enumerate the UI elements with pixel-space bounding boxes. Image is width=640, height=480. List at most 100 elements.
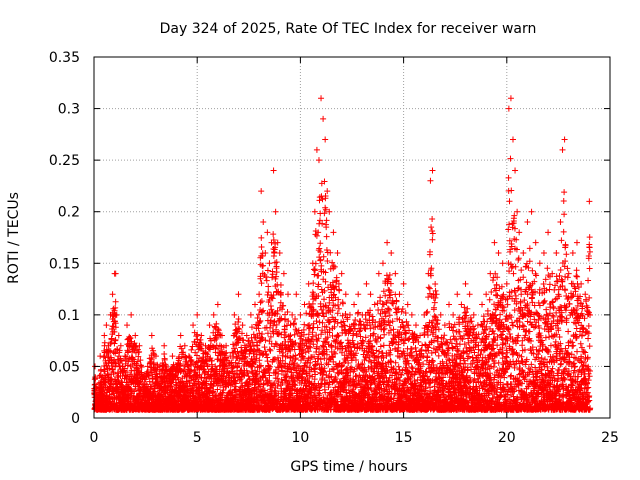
data-point (124, 369, 131, 376)
data-point (316, 245, 323, 252)
data-point (321, 210, 328, 217)
data-point (137, 357, 144, 364)
data-point (335, 305, 342, 312)
data-point (143, 381, 150, 388)
data-point (257, 299, 264, 306)
data-point (286, 333, 293, 340)
data-point (116, 347, 123, 354)
data-point (111, 357, 118, 364)
data-point (323, 233, 330, 240)
data-point (274, 375, 281, 382)
data-point (114, 356, 121, 363)
data-point (321, 296, 328, 303)
chart-title: Day 324 of 2025, Rate Of TEC Index for r… (160, 21, 537, 37)
data-point (113, 401, 120, 408)
data-point (310, 320, 317, 327)
data-point (380, 342, 387, 349)
data-point (333, 274, 340, 281)
data-point (318, 286, 325, 293)
data-point (262, 337, 269, 344)
data-point (263, 277, 270, 284)
data-point (314, 338, 321, 345)
data-point (390, 326, 397, 333)
data-point (277, 281, 284, 288)
data-point (292, 316, 299, 323)
data-point (149, 369, 156, 376)
data-point (111, 328, 118, 335)
data-point (367, 325, 374, 332)
data-point (213, 320, 220, 327)
data-point (392, 359, 399, 366)
data-point (148, 383, 155, 390)
data-point (380, 288, 387, 295)
data-point (258, 298, 265, 305)
data-point (265, 283, 272, 290)
data-point (281, 334, 288, 341)
x-axis-label: GPS time / hours (290, 459, 407, 475)
data-point (137, 362, 144, 369)
data-point (339, 300, 346, 307)
data-point (395, 363, 402, 370)
data-point (335, 301, 342, 308)
data-point (362, 334, 369, 341)
data-point (269, 274, 276, 281)
data-point (150, 360, 157, 367)
data-point (315, 272, 322, 279)
data-point (235, 315, 242, 322)
data-point (258, 234, 265, 241)
data-point (258, 243, 265, 250)
data-point (311, 271, 318, 278)
data-point (388, 358, 395, 365)
data-point (110, 371, 117, 378)
data-point (101, 339, 108, 346)
data-point (317, 256, 324, 263)
grid (94, 57, 610, 418)
data-point (264, 267, 271, 274)
data-point (314, 324, 321, 331)
data-point (320, 253, 327, 260)
data-point (254, 342, 261, 349)
data-point (258, 280, 265, 287)
data-point (146, 378, 153, 385)
data-point (112, 304, 119, 311)
data-point (265, 289, 272, 296)
data-point (112, 324, 119, 331)
data-point (100, 354, 107, 361)
data-point (323, 217, 330, 224)
data-point (110, 381, 117, 388)
data-point (257, 362, 264, 369)
data-point (112, 336, 119, 343)
data-point (145, 372, 152, 379)
data-point (188, 346, 195, 353)
data-point (269, 295, 276, 302)
y-axis-label: ROTI / TECUs (6, 192, 22, 284)
data-point (112, 298, 119, 305)
data-point (138, 364, 145, 371)
data-point (267, 347, 274, 354)
data-point (268, 306, 275, 313)
data-point (352, 316, 359, 323)
data-point (351, 344, 358, 351)
data-point (264, 358, 271, 365)
data-point (312, 267, 319, 274)
data-point (213, 335, 220, 342)
data-point (329, 332, 336, 339)
data-point (101, 366, 108, 373)
data-point (270, 231, 277, 238)
data-point (127, 335, 134, 342)
data-point (303, 310, 310, 317)
data-point (118, 358, 125, 365)
data-point (317, 240, 324, 247)
data-point (111, 340, 118, 347)
data-point (313, 318, 320, 325)
data-point (375, 353, 382, 360)
data-point (318, 262, 325, 269)
data-point (380, 300, 387, 307)
data-point (260, 307, 267, 314)
data-point (146, 372, 153, 379)
data-point (132, 349, 139, 356)
data-point (263, 351, 270, 358)
data-point (116, 362, 123, 369)
data-point (381, 325, 388, 332)
